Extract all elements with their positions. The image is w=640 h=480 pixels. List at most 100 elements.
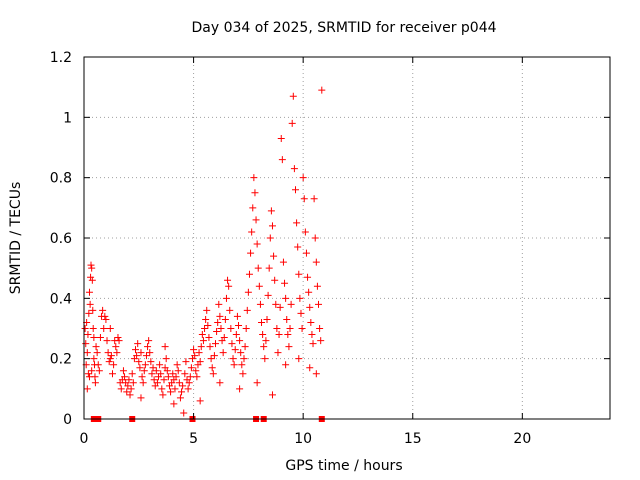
data-point bbox=[256, 300, 264, 308]
data-point bbox=[313, 282, 321, 290]
data-point bbox=[295, 355, 303, 363]
data-point bbox=[298, 325, 306, 332]
data-point bbox=[301, 228, 309, 236]
data-point bbox=[208, 364, 216, 372]
data-point bbox=[153, 379, 161, 387]
data-point bbox=[258, 318, 266, 326]
data-point bbox=[229, 355, 237, 363]
data-point bbox=[293, 219, 301, 227]
data-point bbox=[196, 397, 204, 405]
data-point bbox=[144, 343, 152, 351]
data-point bbox=[178, 388, 186, 396]
data-point bbox=[238, 361, 246, 369]
data-point bbox=[300, 195, 308, 203]
y-tick-label: 0.4 bbox=[50, 291, 72, 307]
data-point bbox=[134, 340, 142, 348]
data-point bbox=[147, 358, 155, 366]
data-point bbox=[265, 264, 273, 272]
data-point bbox=[221, 315, 229, 323]
data-point bbox=[263, 315, 271, 323]
data-point bbox=[215, 300, 223, 308]
data-point bbox=[86, 300, 94, 308]
data-point bbox=[205, 334, 213, 342]
data-point bbox=[150, 376, 158, 384]
data-point bbox=[213, 328, 221, 336]
data-point bbox=[294, 243, 302, 251]
data-point bbox=[106, 355, 114, 363]
data-point bbox=[85, 288, 93, 296]
data-point bbox=[251, 189, 259, 197]
x-tick-label: 0 bbox=[80, 431, 89, 447]
data-point bbox=[83, 385, 91, 393]
data-point bbox=[228, 340, 236, 348]
grid-lines bbox=[84, 57, 610, 419]
data-point bbox=[259, 331, 267, 339]
y-tick-label: 1.2 bbox=[50, 50, 72, 66]
data-point bbox=[85, 309, 93, 317]
data-point bbox=[95, 367, 103, 375]
data-point bbox=[127, 385, 135, 393]
data-point bbox=[296, 294, 304, 302]
data-point bbox=[184, 385, 192, 393]
data-point bbox=[255, 282, 263, 290]
data-point bbox=[210, 352, 218, 360]
data-point bbox=[193, 373, 201, 381]
data-point bbox=[239, 370, 247, 378]
data-point bbox=[286, 325, 294, 332]
data-point bbox=[119, 367, 127, 375]
data-point bbox=[141, 361, 149, 369]
y-tick-label: 0 bbox=[63, 412, 72, 428]
data-point bbox=[253, 379, 261, 387]
data-point bbox=[287, 300, 295, 308]
data-point bbox=[88, 276, 96, 284]
data-point bbox=[83, 349, 91, 357]
data-point bbox=[282, 294, 290, 302]
data-point bbox=[307, 318, 315, 326]
data-point bbox=[135, 358, 143, 366]
data-point bbox=[249, 204, 257, 212]
data-point bbox=[103, 337, 111, 345]
data-point bbox=[123, 388, 131, 396]
data-point bbox=[299, 174, 307, 182]
data-point bbox=[121, 373, 129, 381]
data-point bbox=[207, 355, 215, 363]
data-point bbox=[152, 367, 160, 375]
data-point bbox=[140, 367, 148, 375]
data-point bbox=[254, 264, 262, 272]
data-point bbox=[273, 325, 281, 332]
data-point bbox=[274, 349, 282, 357]
data-point bbox=[312, 370, 320, 378]
data-point bbox=[101, 312, 109, 320]
data-point bbox=[175, 379, 183, 387]
data-point bbox=[198, 331, 206, 339]
data-point bbox=[216, 379, 224, 387]
data-point bbox=[186, 373, 194, 381]
data-point bbox=[308, 331, 316, 339]
data-point bbox=[172, 373, 180, 381]
data-point bbox=[311, 234, 319, 242]
data-point bbox=[235, 321, 243, 329]
x-axis-label: GPS time / hours bbox=[285, 458, 402, 474]
data-point bbox=[149, 364, 157, 372]
x-tick-label: 5 bbox=[189, 431, 198, 447]
data-point bbox=[268, 222, 276, 230]
data-point bbox=[124, 382, 132, 390]
data-point bbox=[84, 331, 92, 339]
data-point bbox=[136, 364, 144, 372]
data-point bbox=[112, 343, 120, 351]
data-point bbox=[304, 273, 312, 281]
data-point bbox=[117, 385, 125, 393]
data-point bbox=[253, 240, 261, 248]
data-point bbox=[277, 134, 285, 142]
data-point bbox=[230, 361, 238, 369]
data-point bbox=[220, 334, 228, 342]
data-point bbox=[88, 367, 96, 375]
x-tick-label: 15 bbox=[404, 431, 422, 447]
data-point bbox=[302, 249, 310, 257]
data-point bbox=[102, 315, 110, 323]
data-points bbox=[81, 86, 326, 422]
data-point bbox=[282, 361, 290, 369]
data-point bbox=[96, 334, 104, 342]
data-point bbox=[104, 349, 112, 357]
data-point bbox=[240, 355, 248, 363]
